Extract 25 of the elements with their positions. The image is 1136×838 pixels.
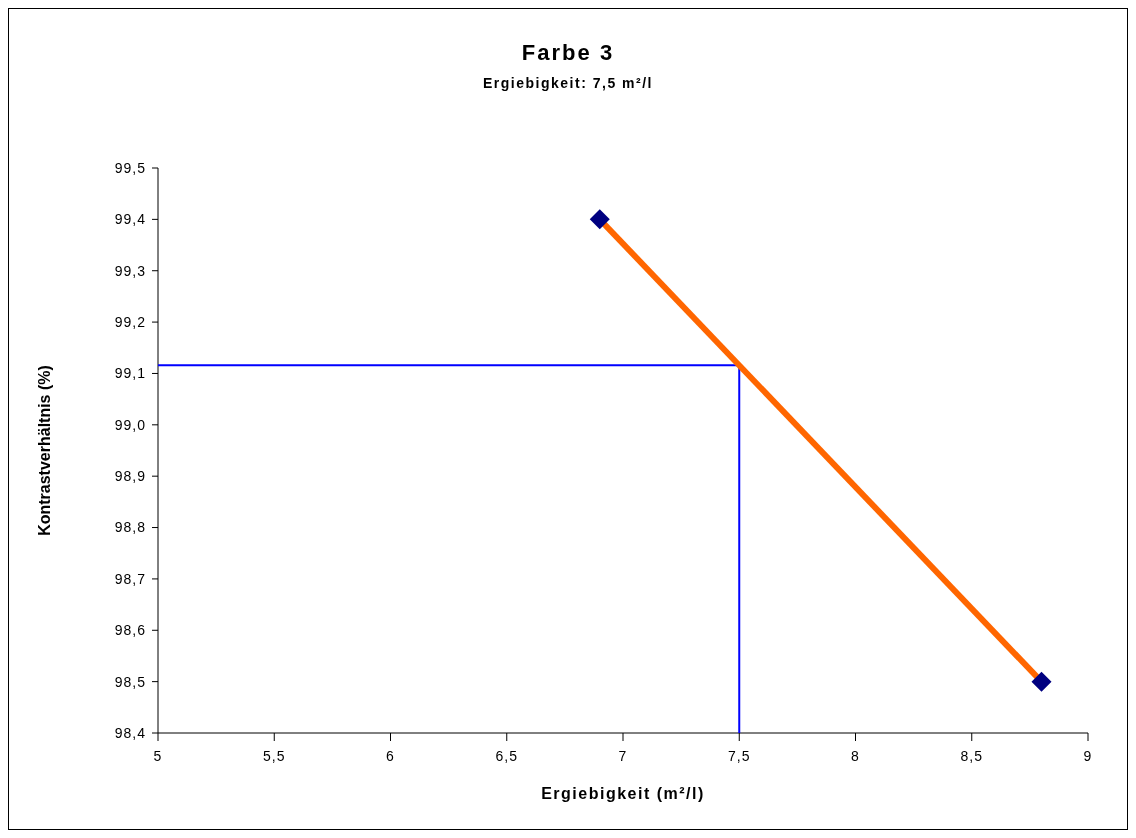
y-tick-label: 99,4 bbox=[114, 211, 146, 228]
chart-subtitle: Ergiebigkeit: 7,5 m²/l bbox=[483, 75, 653, 91]
y-tick-label: 98,8 bbox=[114, 519, 146, 536]
y-tick-label: 98,7 bbox=[114, 570, 146, 587]
y-axis-title: Kontrastverhältnis (%) bbox=[36, 365, 53, 536]
x-tick-label: 7,5 bbox=[728, 748, 751, 764]
chart-title: Farbe 3 bbox=[521, 40, 615, 65]
x-tick-label: 5 bbox=[153, 748, 163, 764]
y-tick-label: 99,5 bbox=[114, 159, 146, 176]
x-tick-label: 9 bbox=[1083, 748, 1093, 764]
y-tick-label: 99,3 bbox=[114, 262, 146, 279]
y-tick-label: 99,0 bbox=[114, 416, 146, 433]
y-tick-label: 98,4 bbox=[114, 724, 146, 741]
x-tick-label: 6 bbox=[386, 748, 395, 764]
y-tick-label: 98,5 bbox=[114, 673, 146, 690]
x-axis-title: Ergiebigkeit (m²/l) bbox=[541, 785, 705, 802]
y-tick-label: 99,1 bbox=[114, 365, 146, 382]
x-tick-label: 8 bbox=[851, 748, 860, 764]
x-tick-label: 5,5 bbox=[263, 748, 286, 764]
x-tick-label: 7 bbox=[618, 748, 628, 764]
y-tick-label: 99,2 bbox=[114, 313, 146, 330]
y-tick-label: 98,9 bbox=[114, 468, 146, 485]
x-tick-label: 8,5 bbox=[960, 748, 983, 764]
x-tick-label: 6,5 bbox=[495, 748, 518, 764]
y-tick-label: 98,6 bbox=[114, 622, 146, 639]
